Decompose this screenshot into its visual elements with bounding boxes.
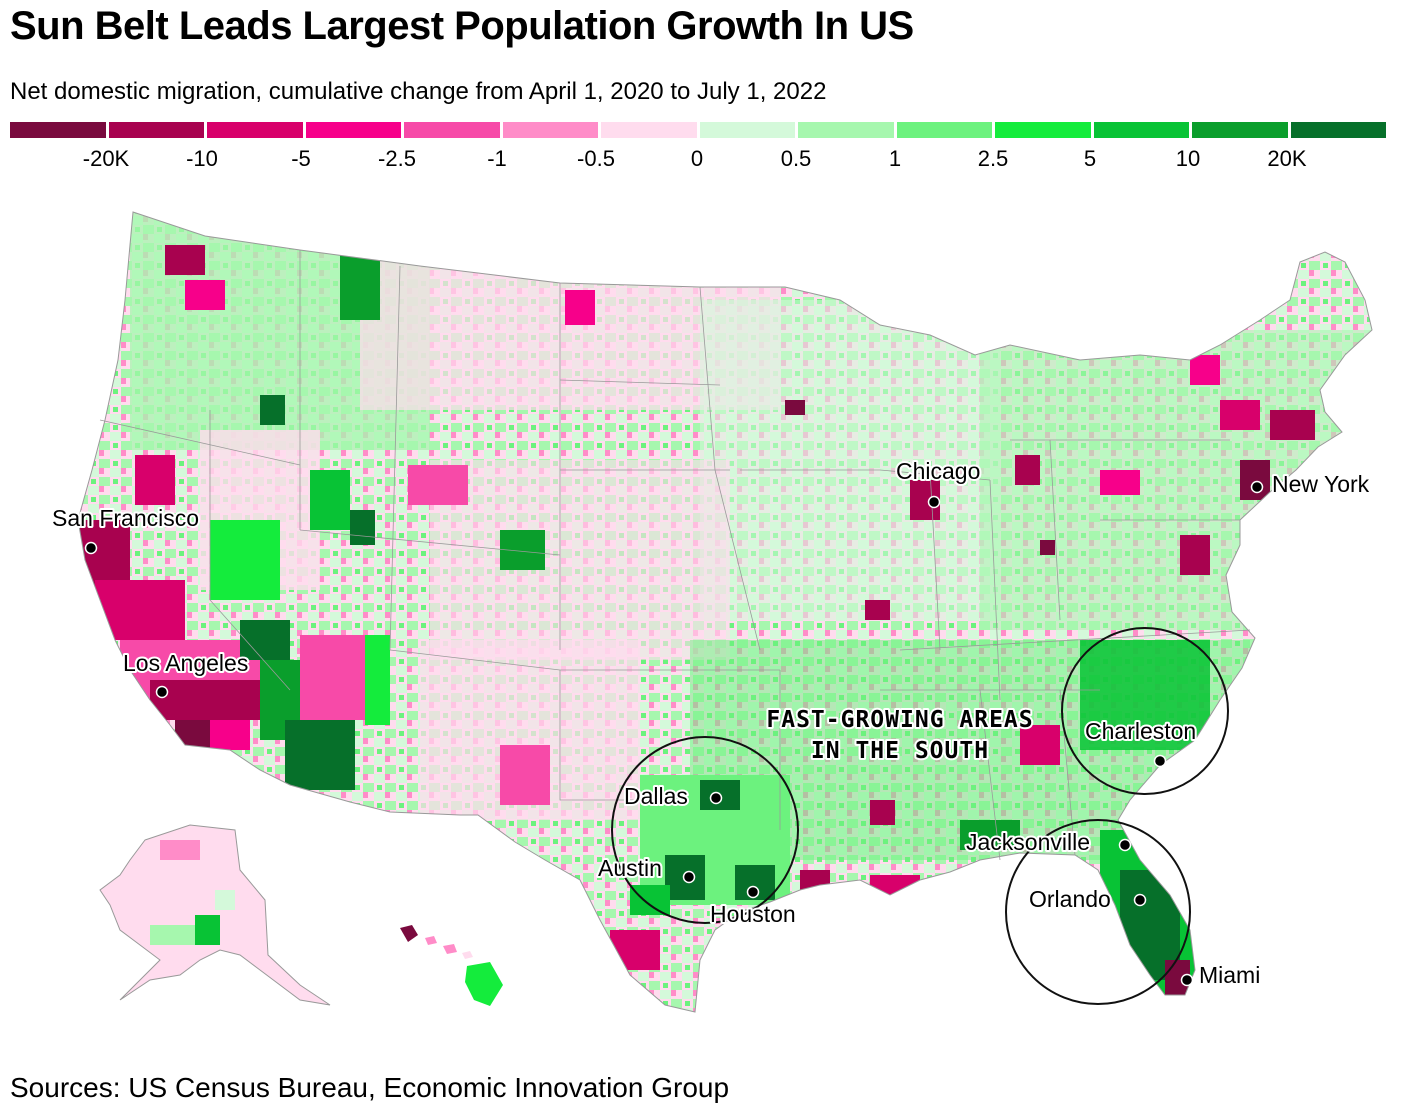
city-dot-orlando	[1133, 893, 1147, 907]
legend-label: 20K	[1267, 146, 1307, 171]
city-label-charleston: Charleston	[1085, 718, 1196, 744]
city-dot-san-francisco	[84, 541, 98, 555]
legend-label: -2.5	[378, 146, 416, 171]
annotation-line-1: FAST-GROWING AREAS	[766, 707, 1033, 733]
legend-label: 2.5	[977, 146, 1009, 171]
legend-swatch	[404, 122, 500, 138]
legend-label: 1	[888, 146, 902, 171]
legend-swatch	[207, 122, 303, 138]
city-dot-austin	[682, 870, 696, 884]
state-borders	[99, 250, 1251, 861]
chart-subtitle: Net domestic migration, cumulative chang…	[10, 78, 827, 105]
city-label-san-francisco: San Francisco	[52, 505, 199, 531]
city-dot-chicago	[927, 495, 941, 509]
legend-swatch	[1093, 122, 1189, 138]
city-markers	[84, 480, 1264, 987]
legend-label: -1	[487, 146, 507, 171]
legend-label: -5	[291, 146, 311, 171]
legend-label: 10	[1175, 146, 1201, 171]
annotation-line-2: IN THE SOUTH	[811, 738, 989, 764]
legend-swatch	[601, 122, 697, 138]
legend-label: 5	[1083, 146, 1097, 171]
legend-swatch	[1192, 122, 1288, 138]
city-dot-miami	[1180, 973, 1194, 987]
city-label-austin: Austin	[598, 855, 662, 881]
hawaii	[400, 925, 503, 1006]
legend-swatch	[502, 122, 598, 138]
city-label-houston: Houston	[710, 901, 796, 927]
legend-label: -0.5	[577, 146, 615, 171]
legend-swatch	[1290, 122, 1386, 138]
legend-labels: -20K -10 -5 -2.5 -1 -0.5 0 0.5 1 2.5 5 1…	[0, 146, 1405, 176]
us-outline	[77, 211, 1373, 1013]
color-legend	[10, 122, 1386, 138]
legend-swatch	[995, 122, 1091, 138]
legend-swatch	[10, 122, 106, 138]
legend-swatch	[108, 122, 204, 138]
city-dot-los-angeles	[155, 685, 169, 699]
legend-swatch	[798, 122, 894, 138]
highlight-circle-carolinas	[1061, 627, 1229, 795]
city-label-jacksonville: Jacksonville	[966, 829, 1090, 855]
city-dot-charleston	[1153, 754, 1167, 768]
city-dot-new-york	[1250, 480, 1264, 494]
highlight-circle-florida	[1005, 819, 1191, 1005]
city-label-chicago: Chicago	[896, 458, 980, 484]
city-dot-dallas	[709, 791, 723, 805]
legend-swatch	[699, 122, 795, 138]
legend-label: 0	[690, 146, 704, 171]
city-dot-houston	[746, 885, 760, 899]
legend-label: -20K	[82, 146, 130, 171]
city-dot-jacksonville	[1118, 838, 1132, 852]
highlight-circle-texas	[611, 736, 799, 924]
legend-swatch	[896, 122, 992, 138]
legend-label: -10	[186, 146, 218, 171]
city-label-miami: Miami	[1199, 962, 1260, 988]
legend-label: 0.5	[780, 146, 812, 171]
chart-title: Sun Belt Leads Largest Population Growth…	[10, 4, 914, 48]
city-label-dallas: Dallas	[624, 783, 688, 809]
source-note: Sources: US Census Bureau, Economic Inno…	[10, 1072, 730, 1103]
us-county-map: San Francisco Los Angeles Chicago New Yo…	[50, 211, 1373, 1013]
city-label-los-angeles: Los Angeles	[123, 650, 248, 676]
alaska	[99, 824, 331, 1006]
city-label-orlando: Orlando	[1029, 886, 1111, 912]
legend-swatch	[305, 122, 401, 138]
city-label-new-york: New York	[1272, 471, 1370, 497]
